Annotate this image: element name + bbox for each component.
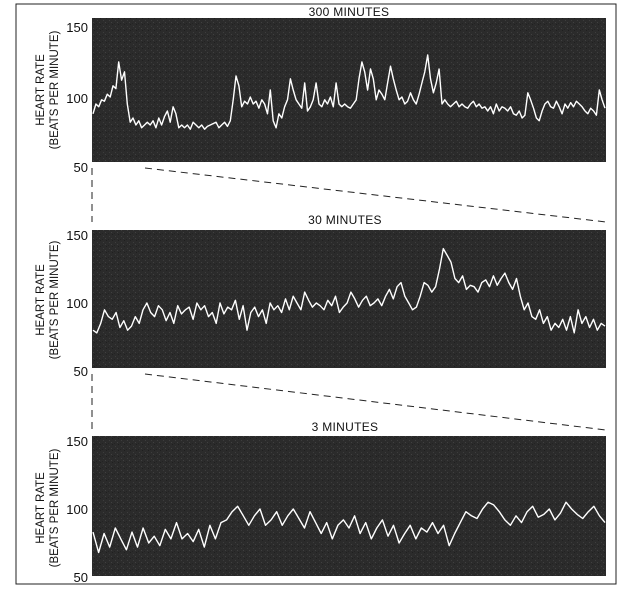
y-axis-label-line1: HEART RATE — [35, 264, 47, 336]
y-tick-label: 150 — [66, 228, 88, 243]
y-axis-label-line2: (BEATS PER MINUTE) — [49, 31, 61, 150]
y-tick-label: 150 — [66, 20, 88, 35]
y-axis-label-line2: (BEATS PER MINUTE) — [49, 241, 61, 360]
y-axis-label: HEART RATE (BEATS PER MINUTE) — [35, 241, 61, 360]
plot-area-3 — [92, 436, 606, 576]
series-line-30-minutes — [92, 247, 606, 334]
y-axis-label-line1: HEART RATE — [35, 472, 47, 544]
series-line-300-minutes — [92, 54, 606, 130]
chart-title: 30 MINUTES — [308, 213, 382, 227]
figure-frame — [15, 3, 617, 585]
zoom-connector-right — [144, 373, 607, 431]
panel-300-minutes: 300 MINUTES 150 100 50 HEART RATE (BEATS… — [35, 5, 606, 175]
panel-3-minutes: 3 MINUTES 150 100 50 HEART RATE (BEATS P… — [35, 420, 606, 585]
chart-title: 3 MINUTES — [312, 420, 379, 434]
y-tick-label: 50 — [74, 570, 88, 585]
y-axis-label-line1: HEART RATE — [35, 54, 47, 126]
y-axis-label: HEART RATE (BEATS PER MINUTE) — [35, 449, 61, 568]
zoom-connector-right — [144, 167, 607, 223]
y-tick-label: 150 — [66, 434, 88, 449]
plot-area-300 — [92, 18, 606, 162]
y-tick-label: 100 — [66, 91, 88, 106]
panel-30-minutes: 30 MINUTES 150 100 50 HEART RATE (BEATS … — [35, 213, 606, 379]
y-axis-label-line2: (BEATS PER MINUTE) — [49, 449, 61, 568]
chart-title: 300 MINUTES — [309, 5, 390, 19]
y-tick-label: 100 — [66, 296, 88, 311]
y-tick-label: 100 — [66, 502, 88, 517]
y-tick-label: 50 — [74, 160, 88, 175]
y-axis-label: HEART RATE (BEATS PER MINUTE) — [35, 31, 61, 150]
y-tick-label: 50 — [74, 364, 88, 379]
series-line-3-minutes — [92, 501, 606, 554]
